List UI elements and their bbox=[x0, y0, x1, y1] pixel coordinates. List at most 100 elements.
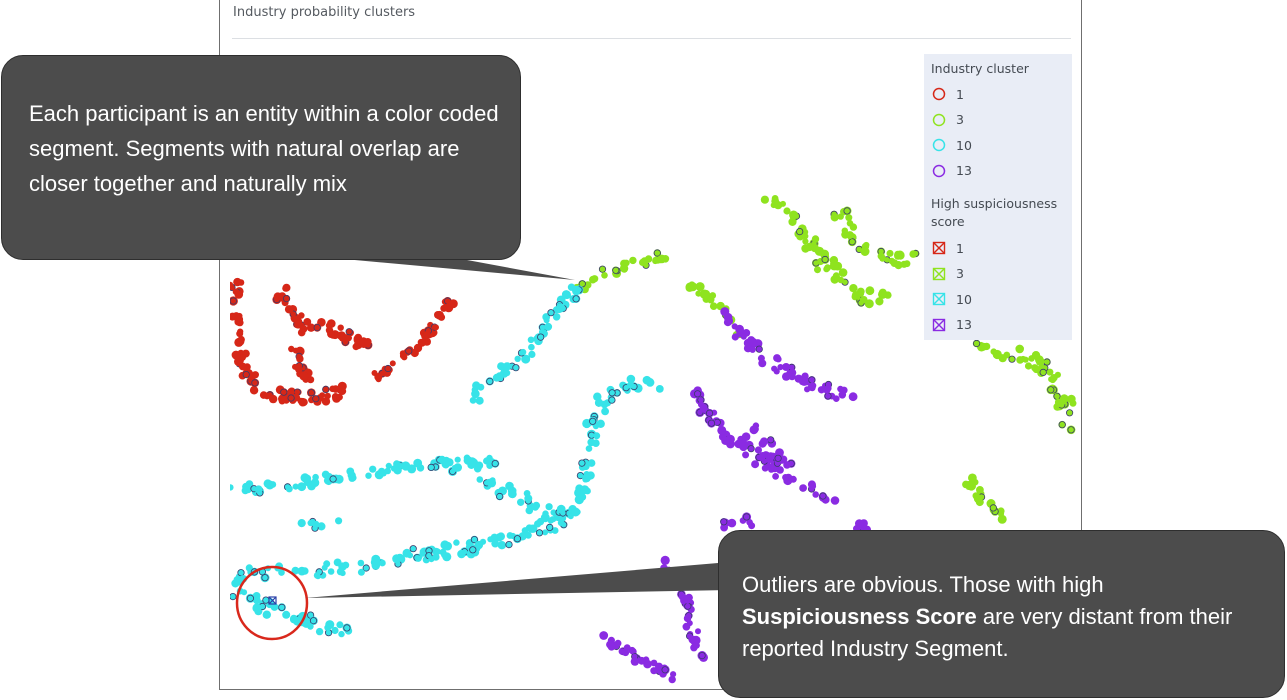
scatter-point-cluster-10 bbox=[230, 484, 234, 491]
scatter-point-cluster-1 bbox=[287, 389, 295, 397]
scatter-point-cluster-3 bbox=[878, 289, 887, 299]
legend-cluster-13[interactable]: 13 bbox=[932, 162, 972, 180]
scatter-point-cluster-3 bbox=[903, 260, 911, 268]
scatter-point-cluster-13 bbox=[761, 464, 769, 472]
scatter-point-ring bbox=[384, 364, 392, 373]
scatter-point-cluster-10 bbox=[552, 313, 561, 321]
legend-suspicious-13[interactable]: 13 bbox=[932, 316, 972, 334]
scatter-point-cluster-10 bbox=[297, 482, 307, 492]
scatter-point-ring bbox=[547, 309, 555, 317]
scatter-point-ring bbox=[843, 207, 851, 215]
scatter-point-cluster-13 bbox=[693, 389, 702, 398]
scatter-point-cluster-10 bbox=[542, 510, 549, 517]
scatter-point-cluster-10 bbox=[327, 568, 335, 575]
legend-cluster-3[interactable]: 3 bbox=[932, 111, 964, 129]
legend-suspicious-10[interactable]: 10 bbox=[932, 290, 972, 308]
scatter-point-ring bbox=[496, 492, 504, 501]
scatter-point-cluster-1 bbox=[282, 285, 289, 292]
scatter-point-cluster-1 bbox=[374, 373, 383, 381]
scatter-point-cluster-3 bbox=[695, 282, 705, 292]
callout-top-pointer bbox=[300, 255, 575, 280]
scatter-point-cluster-3 bbox=[968, 473, 977, 483]
scatter-point-cluster-13 bbox=[683, 602, 692, 611]
scatter-point-cluster-3 bbox=[845, 214, 853, 222]
scatter-point-cluster-3 bbox=[783, 207, 791, 215]
scatter-point-ring bbox=[821, 255, 829, 264]
scatter-point-ring bbox=[405, 347, 413, 355]
scatter-point-cluster-10 bbox=[593, 392, 602, 401]
legend-suspicious-3[interactable]: 3 bbox=[932, 265, 964, 283]
scatter-point-cluster-10 bbox=[331, 626, 339, 635]
scatter-point-cluster-10 bbox=[571, 507, 581, 517]
title-divider bbox=[232, 38, 1071, 39]
scatter-point-cluster-13 bbox=[809, 382, 817, 389]
scatter-point-cluster-13 bbox=[614, 639, 622, 647]
circle-marker-icon bbox=[932, 113, 946, 126]
scatter-point-cluster-10 bbox=[371, 561, 381, 570]
scatter-point-cluster-10 bbox=[563, 291, 571, 300]
scatter-point-ring bbox=[747, 445, 755, 453]
scatter-point-cluster-10 bbox=[241, 589, 248, 596]
scatter-point-cluster-13 bbox=[773, 368, 780, 375]
legend-cluster-label: 10 bbox=[956, 137, 972, 153]
scatter-point-cluster-3 bbox=[709, 302, 718, 311]
outlier-marker bbox=[268, 596, 277, 605]
scatter-point-cluster-10 bbox=[357, 559, 365, 567]
scatter-point-cluster-1 bbox=[295, 365, 303, 373]
scatter-point-cluster-10 bbox=[371, 554, 381, 564]
scatter-point-cluster-10 bbox=[491, 459, 500, 468]
scatter-point-cluster-10 bbox=[593, 432, 601, 440]
scatter-point-cluster-10 bbox=[322, 472, 330, 479]
legend-cluster-10[interactable]: 10 bbox=[932, 136, 972, 154]
scatter-point-cluster-10 bbox=[313, 572, 321, 579]
scatter-point-cluster-10 bbox=[362, 564, 370, 572]
scatter-point-cluster-13 bbox=[833, 395, 840, 403]
scatter-point-cluster-3 bbox=[612, 266, 620, 275]
scatter-point-ring bbox=[598, 265, 607, 273]
scatter-point-cluster-10 bbox=[495, 492, 504, 501]
scatter-point-ring bbox=[280, 388, 288, 396]
scatter-point-cluster-3 bbox=[814, 246, 825, 256]
scatter-point-ring bbox=[1039, 368, 1047, 376]
scatter-point-cluster-1 bbox=[243, 371, 250, 378]
scatter-point-cluster-13 bbox=[848, 392, 858, 402]
scatter-point-cluster-10 bbox=[608, 396, 616, 404]
scatter-point-cluster-10 bbox=[577, 472, 584, 479]
scatter-point-cluster-10 bbox=[285, 485, 293, 493]
scatter-point-cluster-10 bbox=[495, 372, 504, 381]
scatter-point-cluster-3 bbox=[639, 258, 647, 266]
scatter-point-ring bbox=[1067, 426, 1075, 434]
scatter-point-cluster-10 bbox=[259, 568, 266, 576]
scatter-point-cluster-1 bbox=[337, 324, 344, 331]
scatter-point-ring bbox=[1047, 386, 1055, 394]
scatter-point-cluster-3 bbox=[890, 259, 899, 267]
scatter-point-ring bbox=[313, 323, 321, 332]
scatter-point-cluster-10 bbox=[549, 516, 556, 523]
scatter-point-ring bbox=[261, 574, 269, 582]
scatter-point-ring bbox=[972, 339, 981, 348]
scatter-point-cluster-10 bbox=[365, 472, 372, 479]
scatter-point-cluster-10 bbox=[262, 610, 271, 619]
scatter-point-cluster-10 bbox=[277, 603, 286, 612]
scatter-point-ring bbox=[819, 492, 827, 500]
scatter-point-cluster-10 bbox=[262, 596, 270, 604]
scatter-point-cluster-13 bbox=[623, 644, 631, 651]
scatter-point-cluster-1 bbox=[269, 394, 278, 404]
scatter-point-cluster-13 bbox=[742, 451, 750, 459]
scatter-point-cluster-13 bbox=[759, 452, 766, 458]
scatter-point-cluster-1 bbox=[237, 328, 244, 335]
scatter-point-cluster-1 bbox=[336, 393, 343, 401]
scatter-point-ring bbox=[693, 390, 702, 398]
scatter-point-cluster-13 bbox=[740, 333, 747, 340]
scatter-point-cluster-10 bbox=[527, 524, 536, 533]
scatter-point-cluster-10 bbox=[519, 348, 527, 356]
legend-suspicious-1[interactable]: 1 bbox=[932, 239, 964, 257]
scatter-point-cluster-10 bbox=[497, 532, 505, 541]
scatter-point-cluster-3 bbox=[1066, 409, 1073, 416]
scatter-point-ring bbox=[362, 564, 370, 572]
legend-cluster-1[interactable]: 1 bbox=[932, 85, 964, 103]
scatter-point-cluster-1 bbox=[279, 388, 288, 397]
scatter-point-cluster-13 bbox=[775, 356, 782, 363]
scatter-point-cluster-1 bbox=[329, 385, 336, 393]
